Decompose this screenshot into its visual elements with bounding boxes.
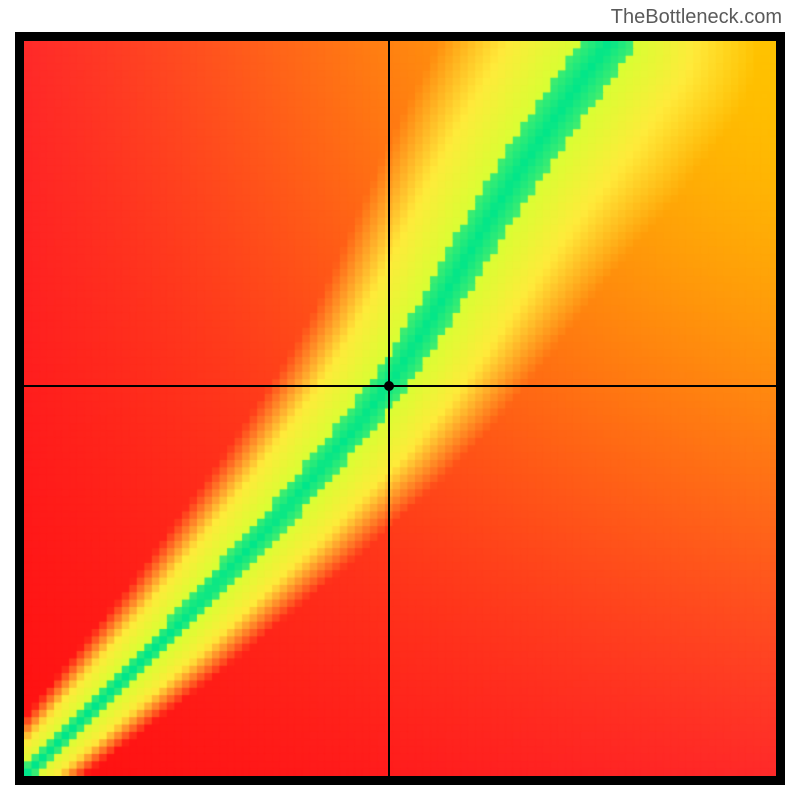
page-container: TheBottleneck.com [0,0,800,800]
crosshair-vertical [388,41,390,776]
watermark-text: TheBottleneck.com [611,6,782,29]
heatmap-canvas [24,41,776,776]
crosshair-horizontal [24,385,776,387]
crosshair-marker [384,381,394,391]
plot-frame [15,32,785,785]
